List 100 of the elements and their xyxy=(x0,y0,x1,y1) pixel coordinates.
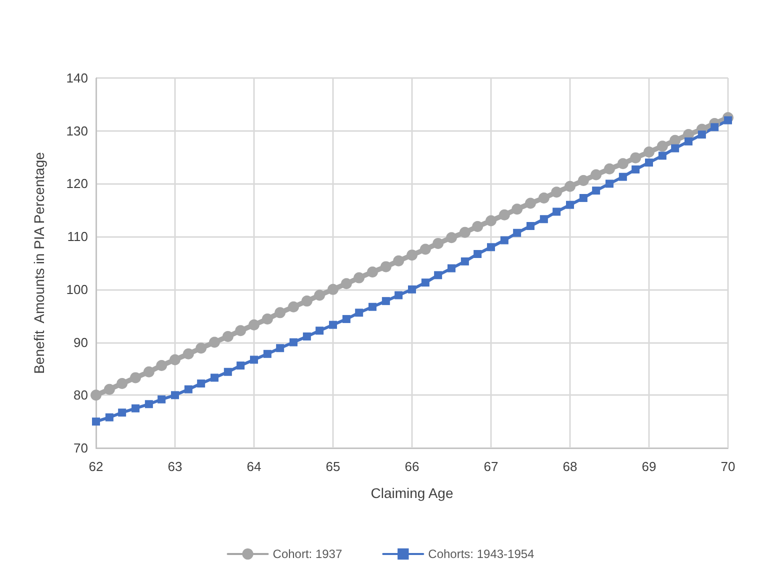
point xyxy=(105,413,114,422)
point xyxy=(342,315,350,324)
point xyxy=(671,144,680,152)
point xyxy=(90,390,102,401)
point xyxy=(329,320,337,329)
x-tick-label: 63 xyxy=(168,459,182,474)
point xyxy=(406,250,418,261)
point xyxy=(486,215,496,226)
point xyxy=(644,146,654,158)
point xyxy=(710,123,719,132)
point xyxy=(222,330,234,342)
x-tick-label: 70 xyxy=(720,459,736,474)
y-tick-label: 130 xyxy=(66,123,88,138)
point xyxy=(92,418,100,426)
point xyxy=(474,250,482,258)
point xyxy=(513,228,522,237)
x-tick-label: 69 xyxy=(642,459,656,474)
point xyxy=(459,226,470,238)
point xyxy=(340,278,352,290)
y-tick-label: 80 xyxy=(74,388,88,403)
y-tick-label: 70 xyxy=(74,440,88,456)
point xyxy=(498,209,510,220)
x-tick-label: 65 xyxy=(326,459,340,474)
point xyxy=(434,271,442,280)
point xyxy=(288,301,299,312)
point xyxy=(656,140,668,152)
point xyxy=(394,291,403,300)
point xyxy=(367,266,378,278)
point xyxy=(460,257,469,266)
x-tick-label: 66 xyxy=(404,459,420,474)
y-tick-label: 90 xyxy=(74,334,88,350)
point xyxy=(724,116,732,124)
point xyxy=(526,222,534,230)
point xyxy=(578,175,589,186)
x-tick-label: 67 xyxy=(484,459,498,474)
point xyxy=(618,172,627,181)
point xyxy=(301,296,312,307)
point xyxy=(130,372,141,384)
legend-label: Cohorts: 1943-1954 xyxy=(428,547,535,561)
y-tick-label: 120 xyxy=(66,176,88,192)
point xyxy=(432,238,444,249)
point xyxy=(235,325,246,336)
point xyxy=(368,302,376,311)
point xyxy=(290,338,298,346)
point xyxy=(171,391,179,400)
point xyxy=(538,192,550,204)
point xyxy=(566,200,574,209)
point xyxy=(645,158,653,167)
y-tick-label: 140 xyxy=(66,70,88,86)
point xyxy=(328,284,338,295)
point xyxy=(382,297,390,306)
x-tick-label: 62 xyxy=(88,459,104,474)
point xyxy=(314,290,326,301)
point xyxy=(393,255,404,266)
x-axis-title: Claiming Age xyxy=(370,485,454,501)
point xyxy=(698,130,706,139)
point xyxy=(170,354,180,366)
y-axis-title: Benefit Amounts in PIA Percentage xyxy=(31,152,47,374)
point xyxy=(606,180,614,188)
point xyxy=(262,314,273,325)
point xyxy=(354,272,365,284)
point xyxy=(184,385,192,394)
point xyxy=(632,165,640,174)
point xyxy=(448,264,456,272)
point xyxy=(552,208,561,216)
point xyxy=(209,336,220,348)
point xyxy=(551,186,562,198)
point xyxy=(500,236,508,244)
point xyxy=(592,186,600,195)
point xyxy=(408,285,416,294)
y-tick-label: 110 xyxy=(67,229,88,244)
point xyxy=(118,408,126,417)
point xyxy=(274,307,286,318)
point xyxy=(684,137,692,146)
legend-label: Cohort: 1937 xyxy=(272,547,342,561)
point xyxy=(143,366,154,378)
point xyxy=(670,134,681,146)
point xyxy=(420,244,431,255)
point xyxy=(355,308,364,317)
point xyxy=(564,180,576,192)
point xyxy=(144,400,153,408)
point xyxy=(658,152,666,160)
point xyxy=(250,356,258,364)
point xyxy=(380,261,392,272)
point xyxy=(540,215,548,224)
point xyxy=(104,384,115,395)
point xyxy=(446,232,457,244)
point xyxy=(116,378,128,390)
point xyxy=(590,169,602,180)
point xyxy=(617,158,628,170)
point xyxy=(248,319,260,330)
point xyxy=(132,404,140,412)
point xyxy=(196,342,207,354)
point xyxy=(421,278,430,287)
point xyxy=(276,344,284,352)
point xyxy=(630,152,642,164)
point xyxy=(302,332,311,340)
point xyxy=(604,163,615,174)
point xyxy=(158,395,166,404)
point xyxy=(197,380,206,388)
